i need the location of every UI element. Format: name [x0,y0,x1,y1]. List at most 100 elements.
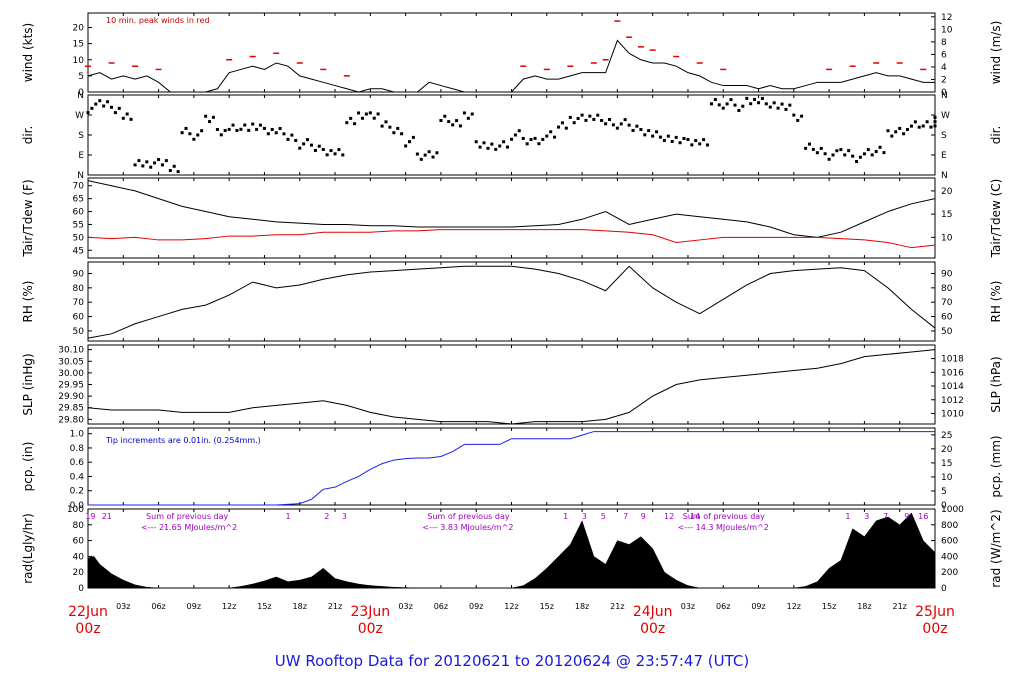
dir-point [466,116,470,120]
dir-point [839,148,843,152]
y-tick-label-left: N [77,91,84,101]
dir-point [537,142,541,146]
dir-point [368,111,372,115]
dir-point [753,97,757,101]
dir-point [811,147,815,151]
dir-point [862,152,866,156]
dir-point [792,113,796,117]
dir-point [164,159,168,163]
dir-point [694,139,698,143]
rad-area [87,512,936,589]
dir-point [580,113,584,117]
y-tick-label-left: 90 [73,269,85,279]
dir-point [90,106,94,110]
dir-point [541,137,545,141]
dir-point [733,103,737,107]
dir-point [310,143,314,147]
y-tick-label-right: 10 [941,25,953,35]
y-tick-label-right: 70 [941,298,953,308]
dir-point [788,103,792,107]
dir-point [886,129,890,133]
dir-point [831,153,835,157]
y-axis-label-right: dir. [989,126,1003,145]
rad-day-note: <--- 21.65 MJoules/m^2 [141,523,237,532]
y-tick-label-left: 29.80 [58,415,84,425]
dir-point [353,122,357,126]
y-tick-label-left: 30.00 [58,369,84,379]
panel-radiation: 02040608010002004006008001000rad(Lgly/hr… [21,505,1003,594]
dir-point [631,128,635,132]
hour-label: 12z [787,602,801,611]
dir-point [157,158,161,162]
dir-point [419,157,423,161]
dir-point [686,138,690,142]
y-axis-label-left: SLP (inHg) [21,353,35,415]
y-axis-label-left: RH (%) [21,281,35,323]
dir-point [270,127,274,131]
y-tick-label-left: 0 [78,88,84,98]
dir-point [486,146,490,150]
dir-point [176,170,180,174]
y-tick-label-left: 0 [78,584,84,594]
date-label: 22Jun [68,604,108,620]
dir-point [376,112,380,116]
panel-frame [87,12,936,93]
dir-point [121,116,125,120]
hour-label: 03z [116,602,130,611]
y-tick-label-left: 70 [73,298,85,308]
dir-point [258,123,262,127]
hour-label: 15z [540,602,554,611]
dir-point [855,159,859,163]
y-tick-label-right: 400 [941,552,958,562]
dir-point [415,152,419,156]
dir-point [211,115,215,119]
dir-point [396,126,400,130]
dir-point [760,96,764,100]
rad-tip-hour: 1 [845,512,850,521]
dir-point [341,153,345,157]
dir-point [423,153,427,157]
dir-point [223,129,227,133]
dir-point [658,135,662,139]
series-pcp [88,431,935,506]
footer-title: UW Rooftop Data for 20120621 to 20120624… [274,652,750,670]
dir-point [333,152,337,156]
y-tick-label-right: 1014 [941,382,964,392]
rad-tip-hour: 1 [563,512,568,521]
dir-point [705,143,709,147]
rad-tip-hour: 14 [690,512,700,521]
dir-point [106,100,110,104]
y-tick-label-right: 5 [941,487,947,497]
dir-point [807,142,811,146]
dir-point [717,103,721,107]
y-tick-label-right: 0 [941,88,947,98]
y-tick-label-right: 1012 [941,396,964,406]
dir-point [568,115,572,119]
y-axis-label-left: rad(Lgly/hr) [21,513,35,584]
y-tick-label-right: 1000 [941,505,964,515]
y-tick-label-left: 0.2 [70,487,84,497]
dir-point [443,114,447,118]
dir-point [227,127,231,131]
dir-point [266,132,270,136]
dir-point [474,140,478,144]
dir-point [494,147,498,151]
dir-point [882,151,886,155]
dir-point [447,120,451,124]
dir-point [545,134,549,138]
dir-point [898,126,902,130]
rad-day-note: <--- 14.3 MJoules/m^2 [678,523,769,532]
hour-label: 06z [434,602,448,611]
dir-point [462,111,466,115]
dir-point [655,130,659,134]
y-tick-label-right: S [941,131,947,141]
hour-label: 09z [751,602,765,611]
dir-point [525,142,529,146]
dir-point [180,131,184,135]
y-axis-label-left: Tair/Tdew (F) [21,179,35,257]
series-tdew [87,229,936,249]
rad-tip-hour: 16 [918,512,928,521]
dir-point [141,164,145,168]
y-tick-label-right: 10 [941,233,953,243]
dir-point [804,146,808,150]
